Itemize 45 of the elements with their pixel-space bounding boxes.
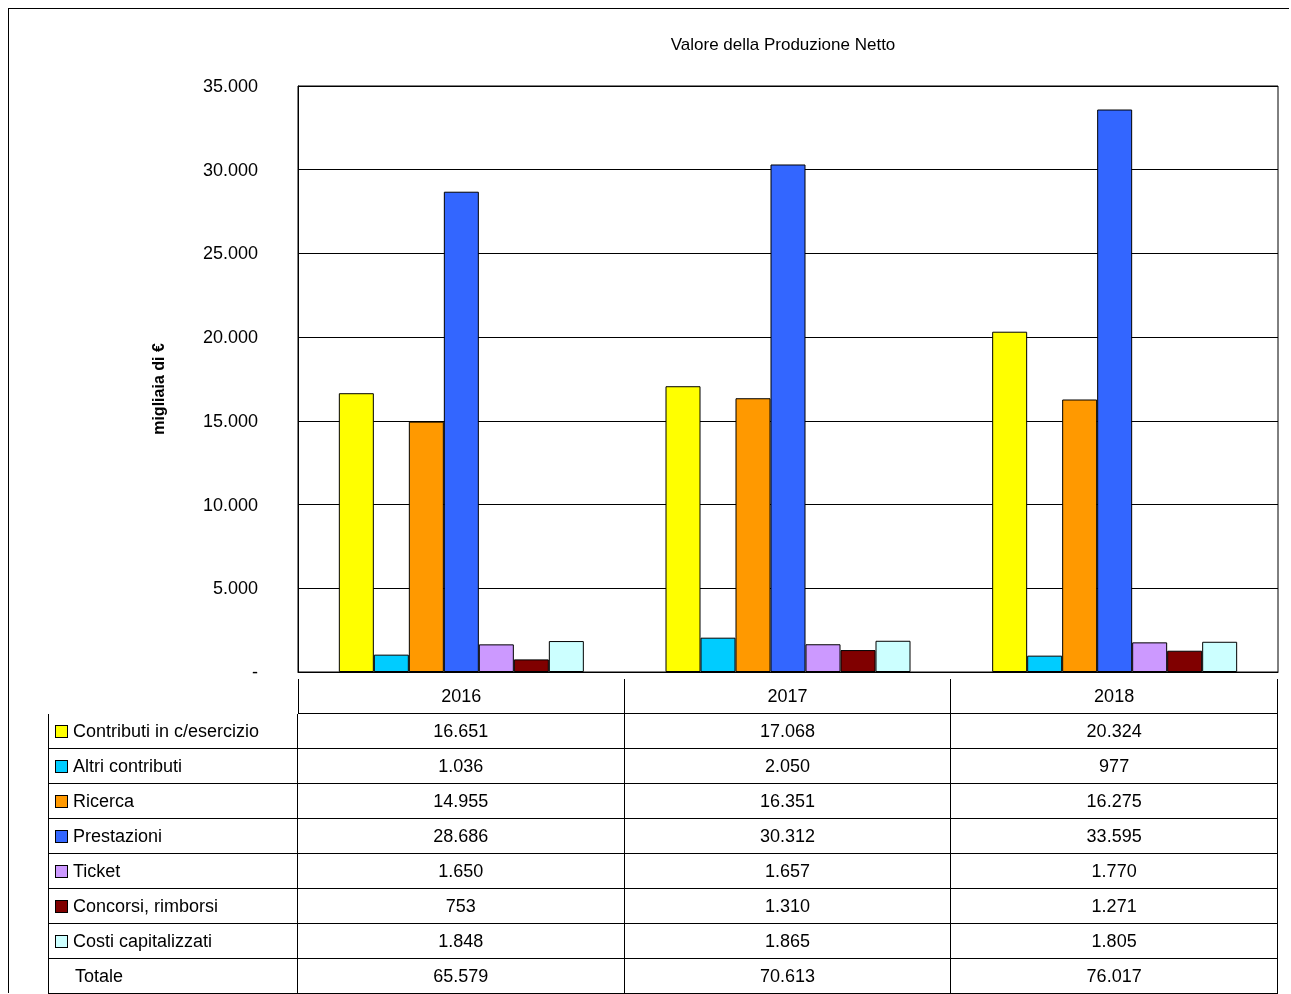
data-label: 16.351 xyxy=(624,784,952,819)
data-label: 1.848 xyxy=(298,924,625,959)
chart-title: Valore della Produzione Netto xyxy=(670,35,896,54)
legend-label: Altri contributi xyxy=(73,755,183,777)
data-label: 753 xyxy=(298,889,625,924)
legend-label: Ricerca xyxy=(73,790,135,812)
data-label: 1.770 xyxy=(951,854,1278,889)
y-tick-label: 25.000 xyxy=(202,243,258,264)
y-tick-label: 10.000 xyxy=(202,494,258,515)
x-tick-label: 2018 xyxy=(951,679,1278,714)
x-tick-label: 2016 xyxy=(298,679,625,714)
text: Totale xyxy=(48,959,298,994)
data-label: 33.595 xyxy=(951,819,1278,854)
data-label: 1.036 xyxy=(298,749,625,784)
data-label: 28.686 xyxy=(298,819,625,854)
legend-label: Prestazioni xyxy=(73,825,163,847)
data-label: 30.312 xyxy=(624,819,952,854)
data-label: 16.651 xyxy=(298,714,625,749)
data-label: 1.310 xyxy=(624,889,952,924)
data-label: 2.050 xyxy=(624,749,952,784)
data-label: 977 xyxy=(951,749,1278,784)
y-tick-label: 30.000 xyxy=(202,159,258,180)
data-label: 1.271 xyxy=(951,889,1278,924)
legend-label: Concorsi, rimborsi xyxy=(73,895,219,917)
legend-label: Ticket xyxy=(73,860,121,882)
y-tick-label: - xyxy=(252,662,258,682)
text: 65.579 xyxy=(298,959,625,994)
data-label: 1.805 xyxy=(951,924,1278,959)
data-label: 20.324 xyxy=(951,714,1278,749)
y-tick-label: 20.000 xyxy=(202,327,258,348)
data-label: 16.275 xyxy=(951,784,1278,819)
data-label: 1.657 xyxy=(624,854,952,889)
data-label: 1.865 xyxy=(624,924,952,959)
data-label: 17.068 xyxy=(624,714,952,749)
legend-label: Costi capitalizzati xyxy=(73,930,213,952)
y-tick-label: 5.000 xyxy=(212,578,258,599)
y-axis-title: migliaia di € xyxy=(150,343,168,435)
data-label: 14.955 xyxy=(298,784,625,819)
y-tick-label: 35.000 xyxy=(202,76,258,96)
text: 70.613 xyxy=(624,959,952,994)
y-tick-label: 15.000 xyxy=(202,410,258,431)
x-tick-label: 2017 xyxy=(624,679,952,714)
text: 76.017 xyxy=(951,959,1278,994)
data-label: 1.650 xyxy=(298,854,625,889)
legend-label: Contributi in c/esercizio xyxy=(73,720,260,742)
